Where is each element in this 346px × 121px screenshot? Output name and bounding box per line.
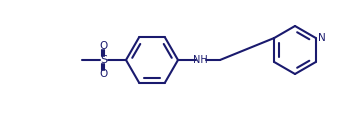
Text: N: N	[318, 33, 326, 43]
Text: NH: NH	[193, 55, 207, 65]
Text: O: O	[100, 69, 108, 79]
Text: S: S	[100, 55, 108, 65]
Text: O: O	[100, 41, 108, 51]
